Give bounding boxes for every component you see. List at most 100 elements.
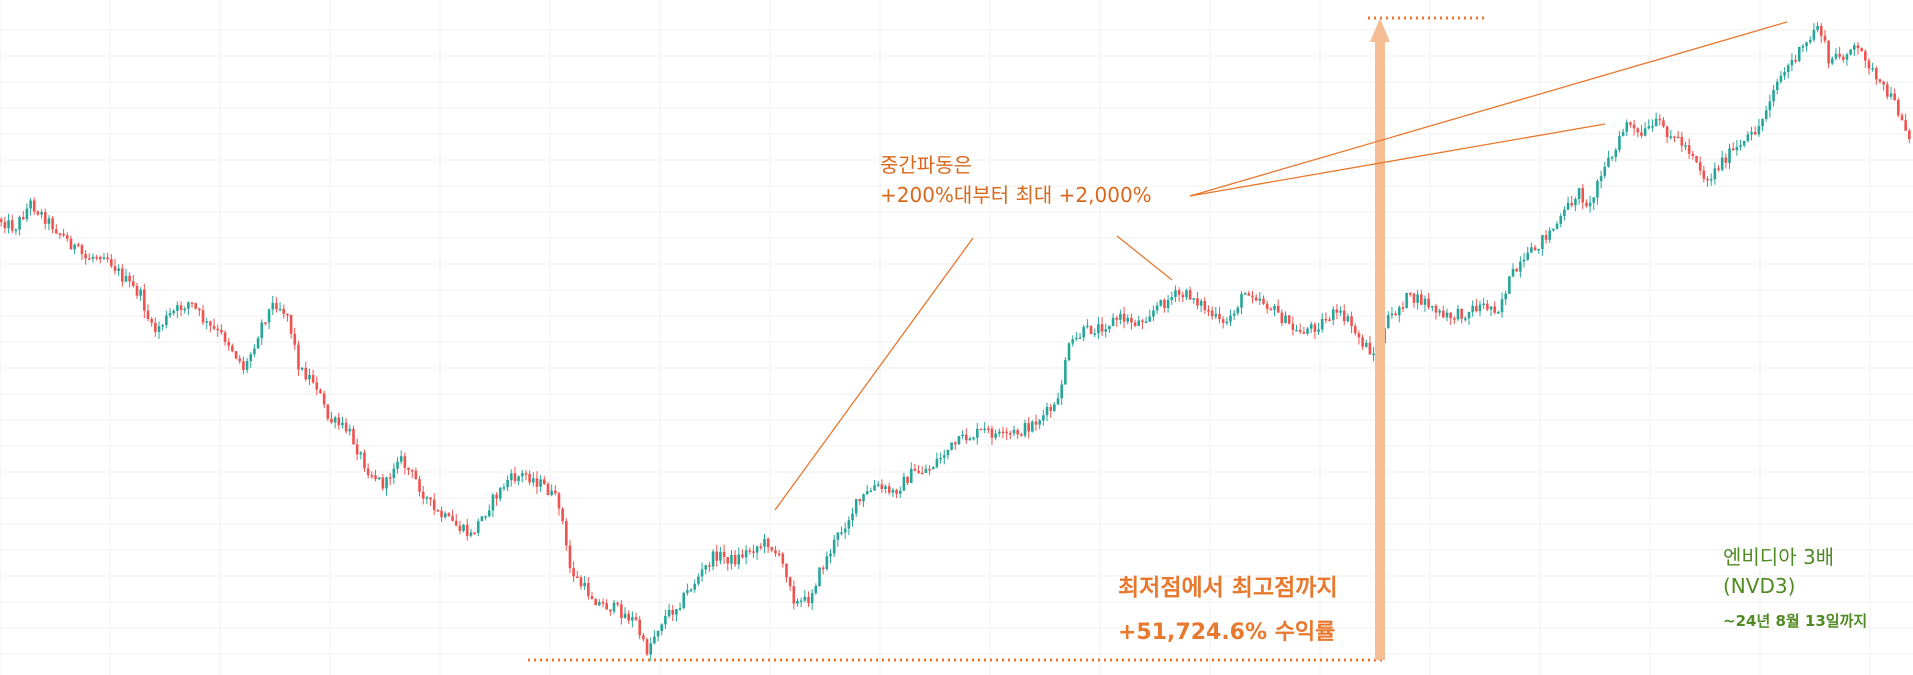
candle-body	[370, 475, 374, 477]
candle-body	[139, 289, 142, 296]
candle-body	[942, 455, 946, 458]
candle-body	[425, 497, 429, 499]
candle-body	[21, 217, 25, 220]
candle-body	[535, 478, 539, 487]
candle-body	[168, 313, 172, 316]
candle-body	[1541, 235, 1544, 249]
candle-body	[1082, 326, 1086, 338]
candle-body	[253, 348, 256, 355]
candle-body	[1691, 153, 1695, 156]
candle-body	[1588, 202, 1592, 207]
candle-body	[950, 442, 953, 450]
candle-body	[1882, 81, 1885, 85]
candle-body	[1298, 329, 1302, 332]
candle-body	[469, 532, 473, 536]
candle-body	[102, 257, 106, 260]
candle-body	[840, 532, 843, 534]
candle-body	[1111, 317, 1115, 326]
candle-body	[1229, 315, 1232, 322]
candle-body	[1581, 188, 1585, 203]
candle-body	[682, 592, 686, 609]
candle-body	[524, 473, 528, 475]
candle-body	[664, 616, 667, 625]
candle-body	[429, 497, 432, 500]
candle-body	[998, 431, 1001, 434]
candle-body	[388, 477, 392, 479]
candle-body	[1181, 294, 1185, 298]
candle-body	[1225, 321, 1229, 324]
candle-body	[1827, 40, 1830, 64]
candle-body	[1533, 247, 1537, 251]
candle-body	[891, 489, 895, 493]
candle-body	[374, 475, 377, 480]
candle-body	[869, 490, 873, 493]
candle-body	[106, 257, 109, 260]
candle-body	[1618, 135, 1621, 151]
candle-body	[1867, 60, 1871, 69]
candle-body	[1243, 293, 1247, 295]
candle-body	[1408, 292, 1412, 295]
candle-body	[1566, 202, 1570, 210]
candle-body	[454, 520, 458, 526]
candle-body	[887, 486, 891, 493]
candle-body	[322, 393, 326, 405]
candle-body	[1397, 307, 1401, 316]
candle-body	[69, 238, 73, 250]
candle-body	[520, 473, 524, 477]
candle-body	[1713, 168, 1717, 180]
candle-body	[1772, 90, 1775, 102]
candle-body	[1471, 305, 1474, 312]
candle-body	[843, 528, 847, 533]
candle-body	[1570, 202, 1574, 206]
candle-body	[1339, 310, 1342, 313]
candle-body	[1875, 68, 1878, 80]
candle-body	[146, 310, 150, 319]
candle-body	[1364, 342, 1368, 347]
candle-body	[785, 563, 788, 578]
candle-body	[1592, 197, 1596, 203]
candle-body	[1097, 324, 1100, 334]
candle-body	[282, 308, 286, 314]
candle-body	[161, 324, 164, 327]
candle-body	[447, 513, 451, 517]
candle-body	[1247, 293, 1251, 296]
candle-body	[1904, 120, 1907, 131]
candle-body	[407, 467, 410, 471]
candle-body	[579, 577, 583, 587]
candle-body	[1251, 295, 1254, 298]
ticker-code: (NVD3)	[1723, 574, 1796, 598]
candle-body	[781, 553, 785, 564]
mid-wave-line-2: +200%대부터 최대 +2,000%	[880, 183, 1152, 207]
candle-body	[1335, 309, 1339, 313]
candle-body	[1390, 313, 1394, 316]
candle-body	[1746, 134, 1750, 141]
candle-body	[300, 367, 304, 370]
candle-body	[1552, 228, 1555, 231]
candle-body	[719, 551, 722, 561]
candle-body	[1005, 431, 1008, 434]
candle-body	[972, 437, 975, 440]
candle-body	[1519, 261, 1522, 272]
candle-body	[796, 600, 799, 604]
candle-body	[1687, 145, 1691, 154]
candle-body	[1497, 312, 1500, 314]
candle-body	[1027, 423, 1030, 432]
candle-body	[487, 510, 491, 517]
candle-body	[341, 422, 344, 426]
candle-body	[818, 567, 821, 586]
candle-body	[704, 565, 708, 570]
candle-body	[436, 510, 440, 512]
candle-body	[1170, 297, 1174, 301]
candle-body	[825, 556, 829, 569]
ticker-name: 엔비디아 3배	[1723, 545, 1835, 569]
candle-body	[865, 491, 869, 495]
candle-body	[1548, 230, 1552, 240]
candle-body	[1287, 315, 1291, 324]
candle-body	[1702, 170, 1706, 179]
candle-body	[1009, 432, 1012, 435]
callout-line-1	[774, 237, 974, 511]
candle-body	[1607, 157, 1610, 167]
candle-body	[799, 600, 803, 603]
candle-body	[546, 483, 550, 496]
